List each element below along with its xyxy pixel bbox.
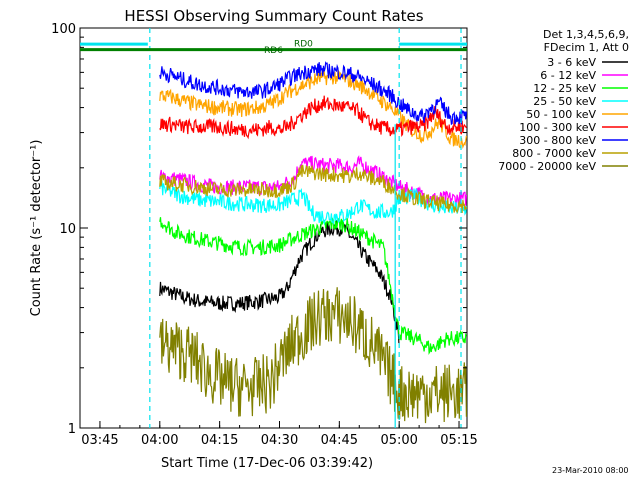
y-tick-label-2: 10	[59, 222, 76, 237]
marker-layer: RD6 RD0	[80, 28, 467, 428]
series-line-8	[159, 164, 467, 214]
legend-label-9: 7000 - 20000 keV	[498, 160, 596, 173]
legend-label-1: 3 - 6 keV	[547, 56, 596, 69]
x-tick-label-4: 04:30	[261, 433, 298, 448]
x-tick-label-3: 04:15	[201, 433, 238, 448]
series-line-9	[159, 287, 467, 424]
legend-label-5: 50 - 100 keV	[526, 108, 596, 121]
legend: Det 1,3,4,5,6,9,FDecim 1, Att 0 3 - 6 keV…	[498, 28, 629, 173]
legend-header-1: Det 1,3,4,5,6,9,	[543, 28, 629, 41]
x-tick-label-5: 04:45	[321, 433, 358, 448]
series-line-4	[159, 180, 467, 226]
series-line-3	[159, 217, 467, 356]
series-line-7	[159, 61, 467, 126]
y-axis-label: Count Rate (s⁻¹ detector⁻¹)	[29, 140, 44, 317]
x-axis-label: Start Time (17-Dec-06 03:39:42)	[161, 456, 373, 471]
plot-frame	[79, 27, 468, 429]
series-layer	[159, 61, 467, 424]
y-tick-label-1: 1	[68, 422, 76, 437]
legend-label-3: 12 - 25 keV	[533, 82, 596, 95]
x-tick-label-6: 05:00	[380, 433, 417, 448]
x-tick-label-2: 04:00	[141, 433, 178, 448]
plot-area	[79, 27, 468, 429]
x-tick-label-7: 05:15	[440, 433, 477, 448]
series-line-1	[159, 220, 400, 344]
x-tick-label-1: 03:45	[81, 433, 118, 448]
y-tick-label-3: 100	[51, 22, 76, 37]
chart-title: HESSI Observing Summary Count Rates	[124, 7, 423, 25]
annotation-rd0: RD0	[294, 39, 313, 49]
legend-label-4: 25 - 50 keV	[533, 95, 596, 108]
legend-label-6: 100 - 300 keV	[519, 121, 596, 134]
legend-label-2: 6 - 12 keV	[540, 69, 596, 82]
legend-label-7: 300 - 800 keV	[519, 134, 596, 147]
legend-header-2: FDecim 1, Att 0	[544, 41, 629, 54]
series-line-6	[159, 95, 467, 140]
timestamp: 23-Mar-2010 08:00	[552, 466, 629, 475]
axes-layer: 03:45 04:00 04:15 04:30 04:45 05:00 05:15 1 10 10…	[51, 22, 478, 448]
legend-label-8: 800 - 7000 keV	[512, 147, 596, 160]
annotation-rd6: RD6	[264, 46, 283, 56]
